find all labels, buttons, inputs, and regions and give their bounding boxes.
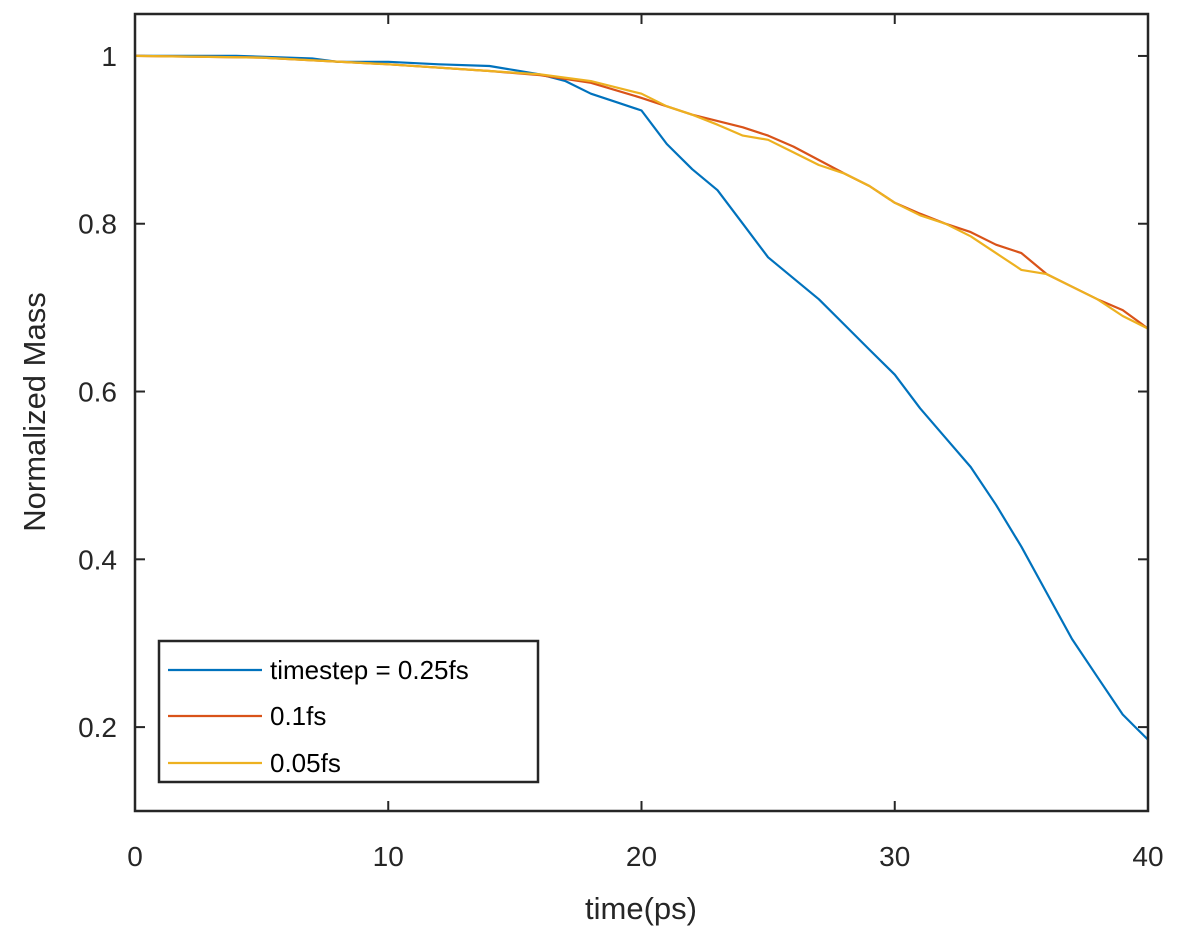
x-tick-label: 0 [127, 841, 143, 872]
y-tick-label: 0.6 [78, 377, 117, 408]
x-tick-label: 30 [879, 841, 910, 872]
series-lines [134, 54, 1149, 741]
x-tick-label: 20 [626, 841, 657, 872]
y-tick-label: 1 [101, 41, 117, 72]
tick-labels: 0 10 20 30 40 0.2 0.4 0.6 0.8 1 [78, 41, 1164, 872]
legend: timestep = 0.25fs 0.1fs 0.05fs [157, 639, 540, 784]
legend-box [157, 639, 540, 784]
y-tick-label: 0.4 [78, 544, 117, 575]
y-tick-label: 0.8 [78, 209, 117, 240]
y-tick-label: 0.2 [78, 712, 117, 743]
legend-label-1: 0.1fs [270, 701, 326, 731]
x-tick-label: 10 [373, 841, 404, 872]
y-axis-label: Normalized Mass [17, 292, 52, 531]
series-line-2 [134, 54, 1149, 330]
x-axis-label: time(ps) [585, 891, 697, 926]
axes-frame [133, 12, 1150, 813]
legend-label-2: 0.05fs [270, 748, 341, 778]
series-line-0 [135, 54, 1149, 741]
legend-label-0: timestep = 0.25fs [270, 655, 469, 685]
x-tick-label: 40 [1132, 841, 1163, 872]
